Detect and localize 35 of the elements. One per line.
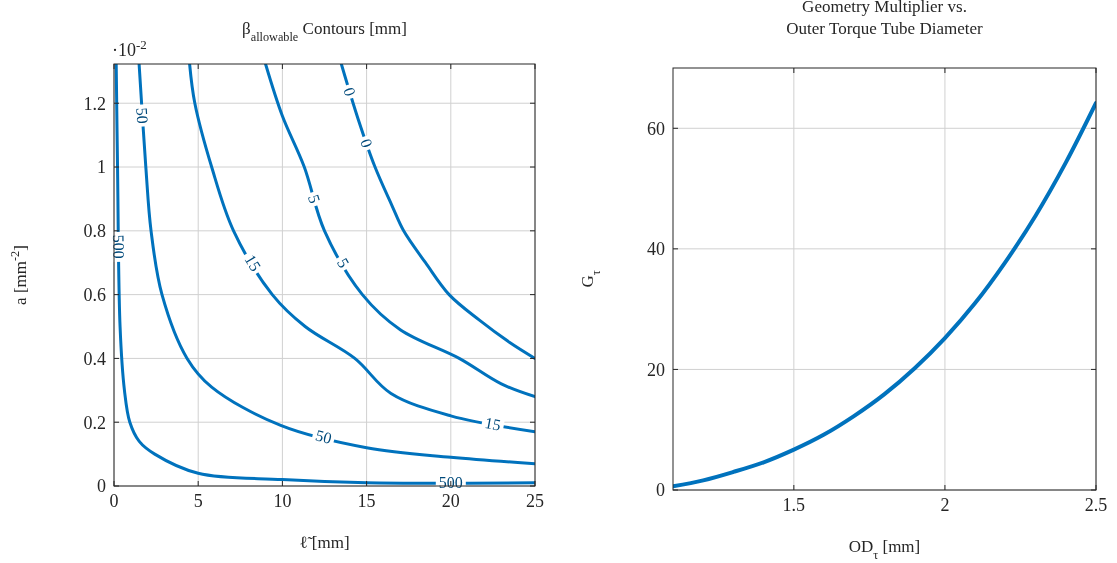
text: 15: [241, 251, 265, 275]
y-tick-label: 0.6: [83, 284, 106, 305]
y-tick-label: 1: [97, 157, 106, 178]
x-tick-label: 10: [273, 491, 292, 511]
x-axis-title: ℓ̃ [mm]: [299, 533, 350, 552]
y-tick-label: 0: [97, 476, 106, 497]
x-tick-label: 1.5: [782, 495, 806, 515]
chart-title: β$_{allowable}$ Contours [mm]: [242, 19, 407, 44]
text: 0: [340, 85, 359, 98]
x-axis-title: OD$_{τ}$ [mm]: [848, 537, 921, 562]
x-tick-label: 2: [940, 495, 950, 515]
x-tick-label: 20: [441, 491, 460, 511]
text: ·10$^{-2}$: [112, 36, 147, 60]
line-series: [264, 64, 535, 399]
y-tick-label: 0.4: [83, 348, 106, 369]
text: 50: [133, 106, 152, 125]
y-tick-label: 40: [647, 239, 665, 260]
x-tick-label: 2.5: [1084, 495, 1108, 515]
x-tick-label: 25: [526, 491, 544, 511]
y-tick-label: 1.2: [83, 93, 106, 114]
text: 5: [334, 254, 353, 271]
series-label: 500: [438, 474, 463, 492]
x-tick-label: 5: [193, 491, 203, 511]
y-tick-label: 0.2: [83, 412, 106, 433]
y-tick-label: 20: [647, 359, 665, 380]
text: 15: [483, 414, 503, 434]
text: 5: [304, 192, 324, 206]
text: 50: [313, 426, 334, 447]
line-series: [339, 64, 535, 360]
text: 500: [110, 234, 128, 259]
text: 0: [357, 136, 376, 150]
x-tick-label: 15: [357, 491, 376, 511]
y-tick-label: 0.8: [83, 221, 106, 242]
chart-title: Geometry Multiplier vs. Outer Torque Tube Diameter: [786, 0, 983, 38]
y-tick-label: 60: [647, 118, 665, 139]
